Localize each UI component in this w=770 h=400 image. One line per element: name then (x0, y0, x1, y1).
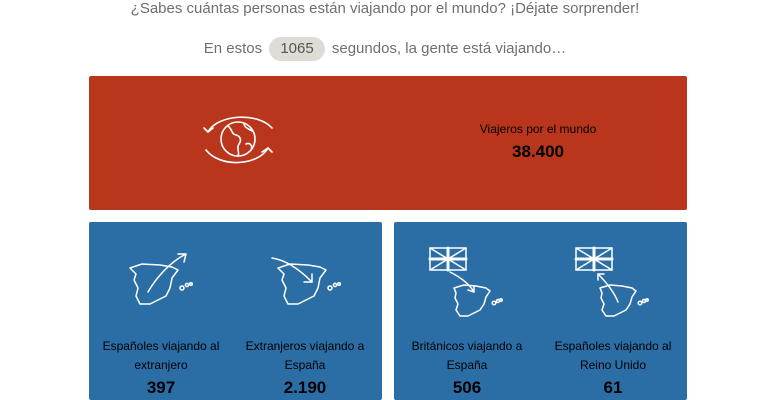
spain-inbound-icon (268, 248, 348, 320)
stat-value-spanish-abroad: 397 (146, 378, 176, 397)
stat-label-spanish-uk: Españoles viajando al Reino Unido (554, 339, 672, 372)
uk-stats-card (394, 222, 687, 400)
globe-arrows-icon (198, 104, 278, 174)
world-travelers-value: 38.400 (512, 142, 564, 161)
stat-label-spanish-abroad: Españoles viajando al extranjero (102, 339, 220, 372)
uk-to-spain-icon (428, 246, 528, 328)
world-travelers-label: Viajeros por el mundo (479, 122, 597, 136)
counter-suffix: segundos, la gente está viajando… (331, 40, 567, 57)
seconds-counter: 1065 (269, 37, 325, 61)
page-subtitle: ¿Sabes cuántas personas están viajando p… (130, 0, 640, 17)
stat-value-spanish-uk: 61 (603, 378, 623, 397)
stat-label-foreigners-spain: Extranjeros viajando a España (245, 339, 365, 372)
counter-line: En estos 1065 segundos, la gente está vi… (0, 37, 770, 61)
spain-stats-card (89, 222, 382, 400)
stat-label-british-spain: Británicos viajando a España (411, 339, 523, 372)
world-travelers-card (89, 76, 687, 210)
counter-prefix: En estos (203, 40, 263, 57)
spain-outbound-icon (120, 248, 200, 320)
spain-to-uk-icon (574, 246, 674, 328)
stat-value-foreigners-spain: 2.190 (283, 378, 327, 397)
stat-value-british-spain: 506 (452, 378, 482, 397)
